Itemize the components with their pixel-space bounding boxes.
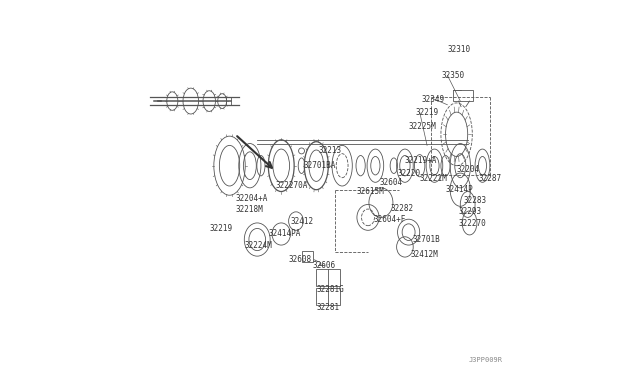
Text: 32225M: 32225M [408, 122, 436, 131]
Text: 32608: 32608 [289, 255, 312, 264]
Text: 32604+F: 32604+F [374, 215, 406, 224]
Text: 32606: 32606 [312, 261, 336, 270]
Text: 32281G: 32281G [316, 285, 344, 294]
Text: 32281: 32281 [316, 303, 339, 312]
Text: 322270: 322270 [458, 219, 486, 228]
Text: 32224M: 32224M [244, 241, 272, 250]
Text: 32414P: 32414P [445, 185, 474, 194]
Text: 32220: 32220 [397, 169, 420, 177]
Bar [301, 251, 312, 262]
Text: 32282: 32282 [390, 203, 413, 213]
Text: J3PP009R: J3PP009R [468, 357, 503, 363]
Text: 32204+A: 32204+A [235, 195, 268, 203]
Bar [226, 97, 232, 105]
Text: 32412M: 32412M [410, 250, 438, 259]
Text: 32412: 32412 [291, 217, 314, 225]
Text: 32283: 32283 [464, 196, 487, 205]
Bar [453, 90, 473, 101]
Text: 322270A: 322270A [276, 182, 308, 190]
Text: 32219: 32219 [416, 108, 439, 117]
Text: 32213: 32213 [318, 147, 341, 155]
Text: 32349: 32349 [422, 95, 445, 104]
Text: 32414PA: 32414PA [268, 230, 301, 238]
Text: 32293: 32293 [458, 207, 481, 217]
Text: 32701BA: 32701BA [303, 161, 336, 170]
Bar [316, 269, 340, 286]
Text: 32221M: 32221M [420, 174, 447, 183]
Text: 32204: 32204 [456, 165, 480, 174]
Text: 32287: 32287 [479, 174, 502, 183]
Text: 32615M: 32615M [357, 187, 385, 196]
Text: 32350: 32350 [442, 71, 465, 80]
Text: 32219+A: 32219+A [405, 155, 437, 165]
Bar [316, 288, 340, 305]
Text: 32219: 32219 [209, 224, 232, 233]
Text: 32604: 32604 [379, 178, 402, 187]
Text: 32218M: 32218M [235, 205, 263, 215]
Text: 32310: 32310 [447, 45, 470, 54]
Text: 32701B: 32701B [412, 235, 440, 244]
